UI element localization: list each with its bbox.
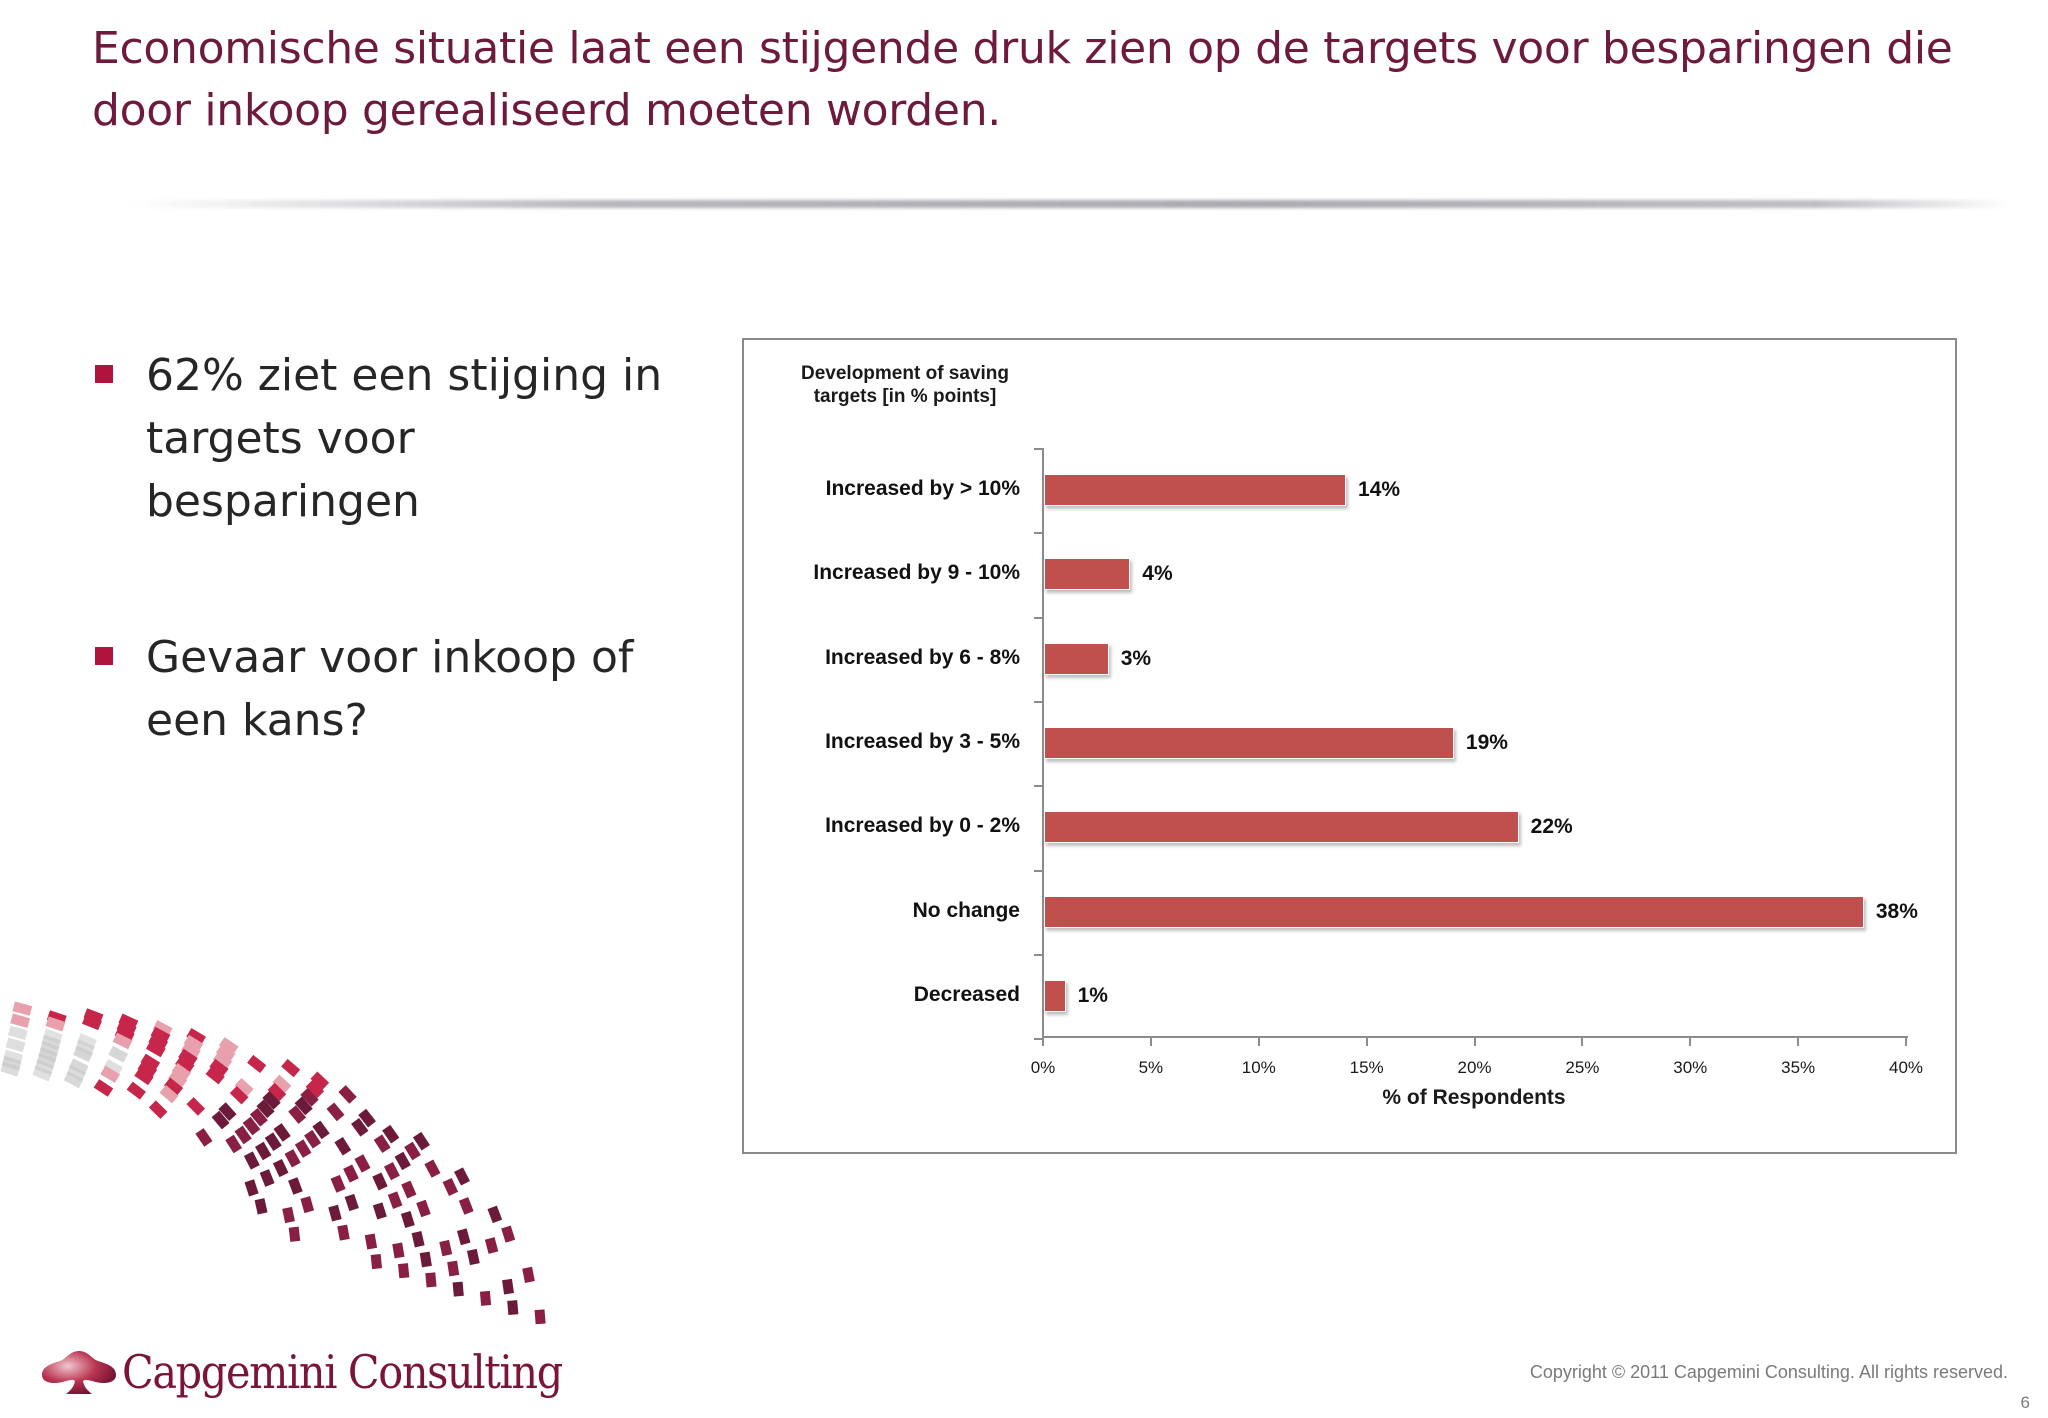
data-bar (1044, 474, 1347, 507)
slide-title: Economische situatie laat een stijgende … (92, 23, 1953, 136)
y-tick (1034, 785, 1043, 788)
square-bullet-icon (95, 365, 113, 383)
bar-chart: Development of saving targets [in % poin… (742, 338, 1957, 1154)
y-tick (1034, 616, 1043, 619)
chart-title: Development of saving targets [in % poin… (801, 363, 1009, 407)
spade-logo-icon (42, 1351, 116, 1394)
title-divider (130, 200, 2010, 208)
x-tick-label: 20% (1457, 1058, 1492, 1077)
x-tick (1365, 1036, 1368, 1046)
x-axis-title: % of Respondents (1382, 1086, 1566, 1109)
bar-value-label: 14% (1358, 478, 1401, 502)
company-logo: Capgemini Consulting (40, 1342, 611, 1402)
category-label: Decreased (913, 982, 1020, 1006)
y-tick (1034, 448, 1043, 450)
x-tick-label: 25% (1565, 1058, 1600, 1077)
data-bar (1044, 895, 1864, 928)
data-bar (1044, 811, 1519, 844)
x-tick-label: 35% (1781, 1058, 1816, 1077)
category-label: Increased by 6 - 8% (825, 645, 1020, 669)
x-tick (1257, 1036, 1260, 1046)
bullet-list: 62% ziet een stijging in targets voor be… (92, 344, 692, 752)
page-number: 6 (2020, 1393, 2030, 1412)
y-tick (1034, 869, 1043, 872)
data-bar (1044, 642, 1109, 675)
bullet-text: Gevaar voor inkoop of een kans? (146, 632, 634, 746)
y-tick (1034, 953, 1043, 956)
x-tick (1581, 1036, 1584, 1046)
category-label: Increased by > 10% (825, 477, 1020, 501)
data-bar (1044, 727, 1454, 760)
bullet-item: Gevaar voor inkoop of een kans? (92, 626, 692, 752)
data-bar (1044, 558, 1131, 591)
x-tick (1042, 1036, 1044, 1046)
bar-value-label: 38% (1875, 899, 1918, 923)
bar-value-label: 4% (1142, 562, 1173, 586)
bullet-text: 62% ziet een stijging in targets voor be… (146, 350, 663, 527)
decorative-swoosh-graphic (0, 1001, 546, 1325)
category-label: No change (912, 898, 1020, 922)
data-bar (1044, 979, 1066, 1012)
x-tick-label: 30% (1673, 1058, 1708, 1077)
x-tick-label: 0% (1030, 1058, 1056, 1077)
x-tick (1797, 1036, 1800, 1046)
square-bullet-icon (95, 647, 113, 665)
bar-value-label: 22% (1530, 815, 1573, 839)
x-tick-label: 40% (1888, 1058, 1924, 1077)
x-tick (1473, 1036, 1476, 1046)
x-tick-label: 10% (1241, 1058, 1276, 1077)
x-tick (1905, 1036, 1907, 1046)
y-axis (1042, 448, 1044, 1038)
x-tick-label: 5% (1138, 1058, 1164, 1077)
x-tick-label: 15% (1349, 1058, 1384, 1077)
category-label: Increased by 9 - 10% (813, 561, 1020, 585)
category-label: Increased by 0 - 2% (825, 814, 1020, 838)
bar-value-label: 3% (1120, 646, 1152, 670)
bar-value-label: 19% (1465, 731, 1508, 755)
y-tick (1034, 700, 1043, 703)
copyright-text: Copyright © 2011 Capgemini Consulting. A… (1529, 1362, 2008, 1382)
x-tick (1689, 1036, 1692, 1046)
logo-text: Capgemini Consulting (122, 1345, 563, 1399)
bullet-item: 62% ziet een stijging in targets voor be… (92, 344, 692, 533)
y-tick (1034, 532, 1043, 535)
bar-value-label: 1% (1077, 983, 1108, 1007)
x-tick (1149, 1036, 1152, 1046)
category-label: Increased by 3 - 5% (825, 730, 1020, 754)
y-tick (1034, 1038, 1043, 1041)
